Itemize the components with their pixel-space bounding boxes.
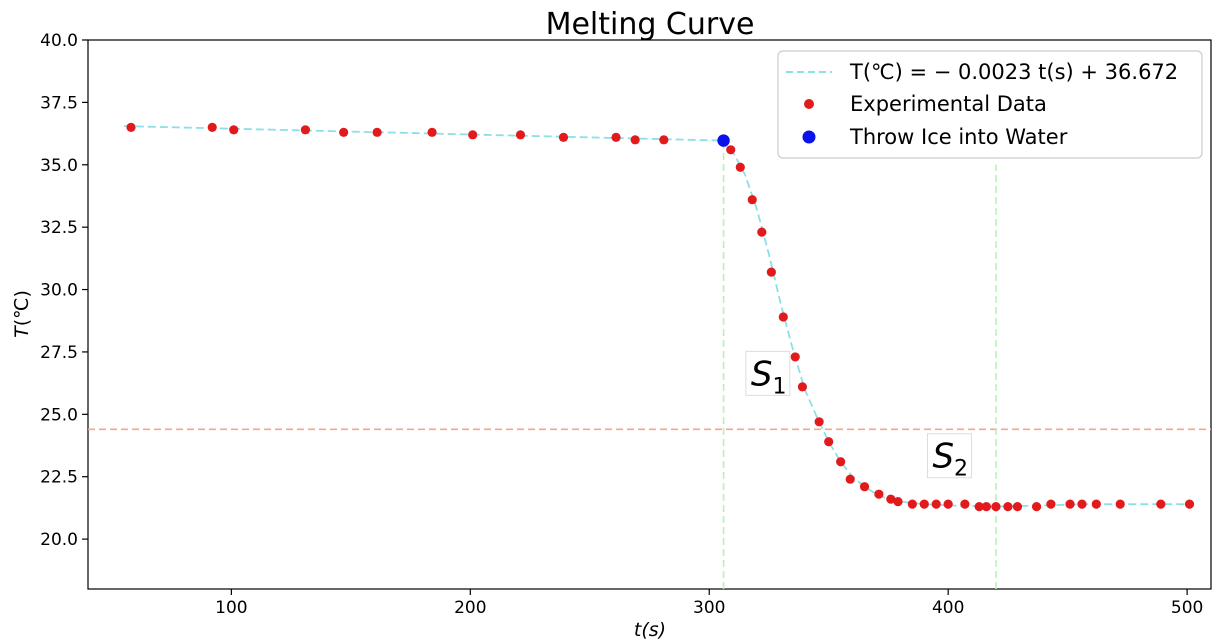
experimental-data-point: [824, 437, 834, 447]
experimental-data-point: [1091, 499, 1101, 509]
axes-group: [82, 39, 1212, 595]
experimental-data-point: [991, 502, 1001, 512]
experimental-data-point: [943, 499, 953, 509]
experimental-data-point: [886, 494, 896, 504]
annotation-letter: S: [751, 354, 773, 394]
y-axis-label: T(℃): [11, 290, 33, 338]
experimental-data-point: [1012, 502, 1023, 512]
experimental-data-point: [907, 499, 917, 509]
experimental-data-point: [126, 122, 136, 132]
experimental-data-point: [757, 227, 767, 237]
experimental-data-point: [974, 502, 984, 512]
legend-experimental-label: Experimental Data: [850, 92, 1047, 116]
experimental-data-point: [339, 127, 349, 137]
experimental-data-point: [814, 417, 824, 427]
experimental-data-point: [747, 195, 757, 205]
x-tick-label: 500: [1171, 598, 1203, 618]
experimental-data-point: [372, 127, 382, 137]
y-tick-label: 32.5: [40, 218, 78, 238]
reference-lines: [88, 140, 1211, 589]
plot-frame: [87, 39, 1212, 590]
y-tick-label: 40.0: [40, 31, 78, 51]
x-tick-label: 300: [693, 598, 725, 618]
experimental-data-point: [1115, 499, 1125, 509]
annotation-letter: S: [932, 437, 954, 477]
y-axis-var: T: [11, 325, 33, 338]
y-tick-label: 27.5: [40, 343, 78, 363]
annotation-subscript: 1: [772, 374, 786, 399]
chart-title: Melting Curve: [546, 7, 755, 42]
legend-box: [777, 50, 1203, 159]
experimental-data-point: [790, 352, 800, 362]
experimental-data-point: [726, 145, 736, 155]
annotation-box-2: [926, 433, 972, 479]
experimental-data-point: [1046, 499, 1056, 509]
throw-ice-point: [717, 134, 730, 147]
experimental-data-point: [427, 127, 437, 137]
x-tick-label: 200: [454, 598, 486, 618]
experimental-data-point: [766, 267, 776, 277]
experimental-data-point: [468, 130, 478, 140]
y-tick-label: 30.0: [40, 281, 78, 301]
annotation-label-2: S2: [932, 437, 968, 482]
experimental-data-point: [874, 489, 884, 499]
data-points: [126, 122, 1195, 512]
experimental-data-point: [919, 499, 929, 509]
experimental-data-point: [797, 382, 808, 392]
experimental-data-point: [659, 135, 669, 145]
legend-ice-label: Throw Ice into Water: [849, 125, 1068, 149]
experimental-data-point: [893, 497, 903, 507]
experimental-data-point: [515, 130, 526, 140]
annotation-box-1: [745, 350, 791, 396]
legend: T(℃) = − 0.0023 t(s) + 36.672 Experiment…: [777, 50, 1203, 159]
experimental-data-point: [931, 499, 941, 509]
y-axis-unit: (℃): [11, 290, 33, 326]
experimental-data-point: [1031, 502, 1042, 512]
experimental-data-point: [630, 135, 640, 145]
y-tick-label: 25.0: [40, 405, 78, 425]
experimental-data-point: [735, 162, 745, 172]
legend-experimental-dot: [804, 99, 814, 109]
experimental-data-point: [1184, 499, 1195, 509]
x-tick-label: 400: [932, 598, 964, 618]
experimental-data-point: [229, 125, 239, 135]
experimental-data-point: [1065, 499, 1075, 509]
experimental-data-point: [611, 132, 621, 142]
linear-fit-line: [123, 125, 722, 142]
x-axis-unit: (s): [641, 619, 666, 641]
experimental-data-point: [836, 457, 846, 467]
experimental-data-point: [845, 474, 855, 484]
experimental-data-point: [859, 482, 870, 492]
experimental-data-point: [1003, 502, 1013, 512]
legend-fit-line-label: T(℃) = − 0.0023 t(s) + 36.672: [849, 60, 1178, 84]
annotation-label-1: S1: [751, 354, 787, 399]
experimental-data-point: [960, 499, 970, 509]
experimental-data-point: [778, 312, 788, 322]
experimental-data-point: [981, 502, 992, 512]
y-tick-label: 35.0: [40, 156, 78, 176]
x-axis-var: t: [634, 619, 643, 641]
y-tick-label: 20.0: [40, 530, 78, 550]
annotation-subscript: 2: [954, 457, 968, 482]
experimental-data-point: [207, 122, 217, 132]
x-tick-label: 100: [215, 598, 247, 618]
y-tick-label: 37.5: [40, 93, 78, 113]
legend-ice-dot: [802, 130, 816, 144]
experimental-data-point: [300, 125, 311, 135]
experimental-data-point: [1156, 499, 1166, 509]
experimental-data-point: [558, 132, 569, 142]
x-axis-label: t(s): [634, 619, 666, 641]
tick-labels: 100 200 300 400 500 20.0 22.5 25.0 27.5 30.0 32.5 3…: [40, 31, 1203, 618]
y-tick-label: 22.5: [40, 468, 78, 488]
experimental-data-point: [1077, 499, 1087, 509]
